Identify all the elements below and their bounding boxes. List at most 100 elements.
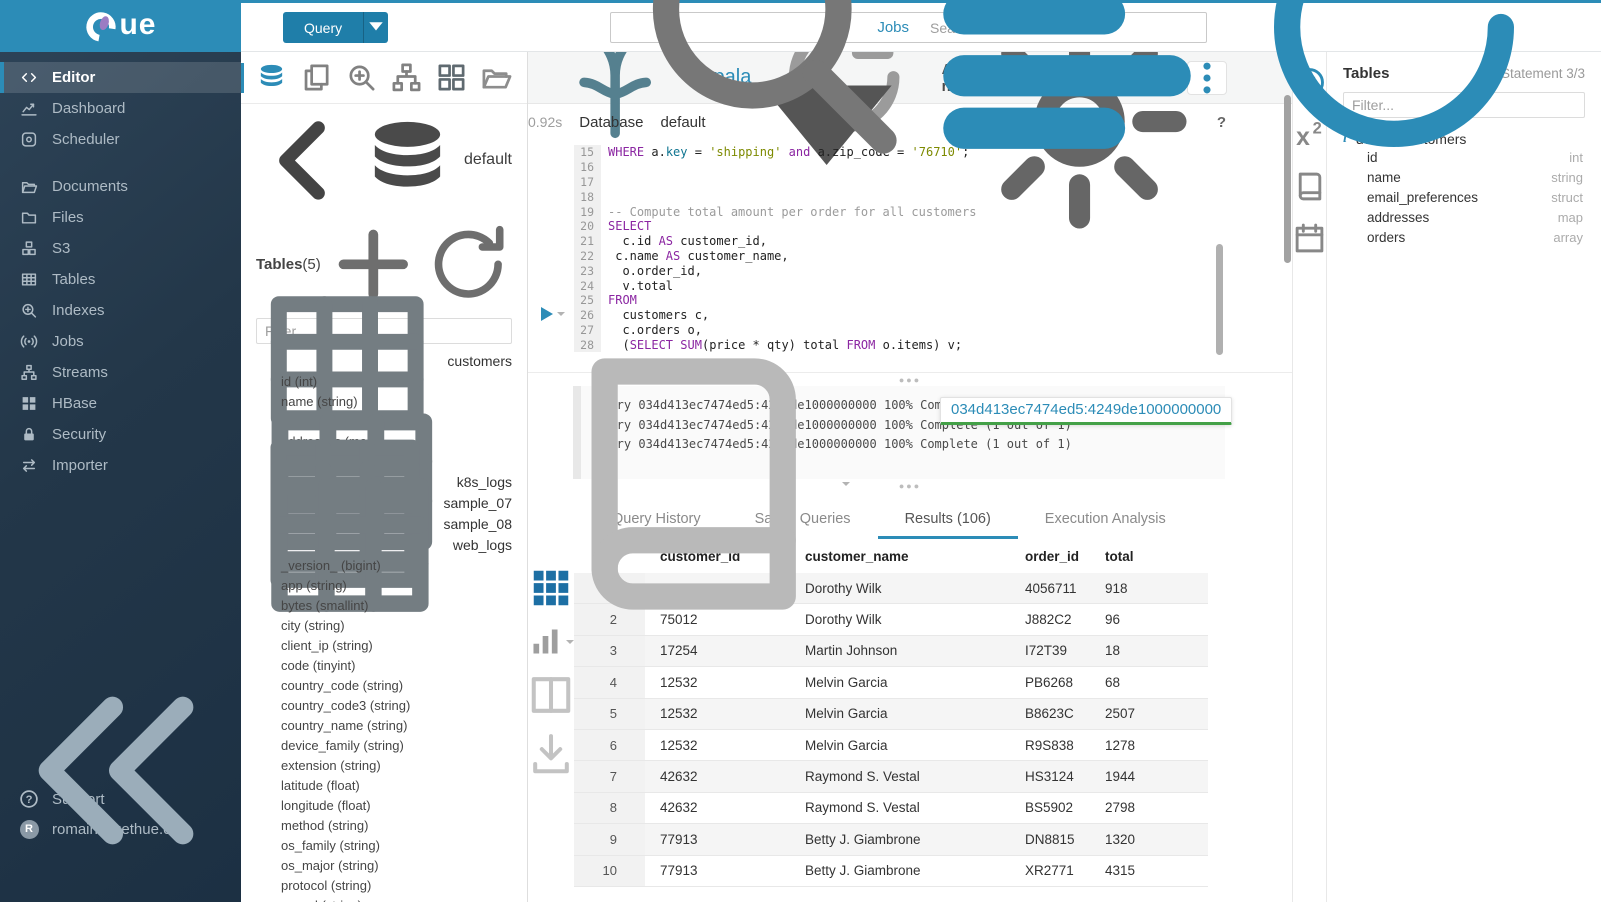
code-line[interactable]: 27 c.orders o, [574, 322, 1212, 338]
tree-column-item[interactable]: city (string) [281, 618, 345, 634]
code-line[interactable]: 24 v.total [574, 278, 1212, 293]
code-line[interactable]: 26 customers c, [574, 307, 1212, 323]
table-cell[interactable]: J882C2 [1025, 612, 1072, 628]
assist-column-row[interactable]: orders array [1343, 227, 1585, 247]
sitemap-assist-icon[interactable] [391, 62, 422, 93]
sidebar-item-dashboard[interactable]: Dashboard [0, 93, 241, 124]
tree-column-item[interactable]: code (tinyint) [281, 658, 356, 674]
tab-query-history[interactable]: Query History [612, 511, 701, 527]
download-icon[interactable] [528, 731, 574, 777]
tree-column-item[interactable]: os_major (string) [281, 858, 379, 874]
language-reference-icon[interactable] [1293, 170, 1326, 203]
tree-column-item[interactable]: app (string) [281, 578, 347, 594]
code-line[interactable]: 28 (SELECT SUM(price * qty) total FROM o… [574, 337, 1212, 353]
jobs-link[interactable]: Jobs [877, 0, 1217, 177]
assist-column-row[interactable]: addresses map [1343, 207, 1585, 227]
table-cell[interactable]: B8623C [1010, 698, 1090, 729]
table-row[interactable]: 9 77913 Betty J. Giambrone DN8815 1320 [574, 824, 1208, 856]
assist-column-row[interactable]: id int [1343, 147, 1585, 167]
table-cell[interactable]: HS3124 [1010, 761, 1090, 792]
table-cell[interactable]: Melvin Garcia [790, 698, 1010, 729]
table-cell[interactable]: Martin Johnson [790, 635, 1010, 667]
table-cell[interactable]: PB6268 [1025, 674, 1074, 690]
hue-logo[interactable]: ue [0, 0, 241, 52]
tab-results[interactable]: Results (106) [877, 511, 1018, 539]
table-cell[interactable]: 918 [1090, 573, 1208, 604]
editor-scrollbar[interactable] [1216, 244, 1223, 355]
tree-column-item[interactable]: client_ip (string) [281, 638, 373, 654]
table-cell[interactable]: 77913 [645, 824, 790, 855]
code-line[interactable]: 21 c.id AS customer_id, [574, 233, 1212, 249]
table-cell[interactable]: R9S838 [1025, 737, 1074, 753]
documents-assist-icon[interactable] [301, 62, 332, 93]
sidebar-item-streams[interactable]: Streams [0, 357, 241, 388]
sidebar-item-importer[interactable]: Importer [0, 450, 241, 481]
columns-view-icon[interactable] [528, 672, 574, 718]
code-line[interactable]: 19 -- Compute total amount per order for … [574, 204, 1212, 219]
tree-column-item[interactable]: latitude (float) [281, 778, 360, 794]
table-row[interactable]: 5 12532 Melvin Garcia B8623C 2507 [574, 698, 1208, 730]
history-button[interactable] [1244, 0, 1544, 177]
back-icon[interactable] [256, 113, 351, 208]
sidebar-item-documents[interactable]: Documents [0, 171, 241, 202]
new-query-button[interactable]: Query [283, 12, 389, 43]
tree-column-item[interactable]: record (string) [256, 896, 512, 902]
table-cell[interactable]: Raymond S. Vestal [790, 761, 1010, 792]
tree-column-item[interactable]: bytes (smallint) [281, 598, 369, 614]
table-row[interactable]: 7 42632 Raymond S. Vestal HS3124 1944 [574, 761, 1208, 793]
tree-column-item[interactable]: country_name (string) [281, 718, 408, 734]
table-cell[interactable]: 1944 [1090, 761, 1208, 792]
tab-execution-analysis[interactable]: Execution Analysis [1044, 511, 1166, 527]
database-assist-icon[interactable] [256, 62, 287, 93]
sidebar-item-security[interactable]: Security [0, 419, 241, 450]
sidebar-item-hbase[interactable]: HBase [0, 388, 241, 419]
sidebar-item-editor[interactable]: Editor [0, 62, 241, 93]
table-cell[interactable]: 96 [1105, 612, 1121, 628]
table-cell[interactable]: 42632 [660, 800, 698, 816]
schedule-icon[interactable] [1293, 222, 1326, 255]
table-cell[interactable]: XR2771 [1025, 863, 1074, 879]
tree-column-item[interactable]: protocol (string) [281, 878, 372, 894]
table-cell[interactable]: BS5902 [1025, 800, 1074, 816]
sidebar-item-indexes[interactable]: Indexes [0, 295, 241, 326]
sidebar-item-scheduler[interactable]: Scheduler [0, 124, 241, 155]
tree-column-item[interactable]: country_code (string) [281, 678, 404, 694]
query-id-tooltip[interactable]: 034d413ec7474ed5:4249de1000000000 [940, 397, 1233, 425]
code-line[interactable]: 16 [574, 159, 1212, 175]
tree-column-item[interactable]: os_family (string) [281, 838, 380, 854]
table-cell[interactable]: 1320 [1090, 824, 1208, 855]
table-cell[interactable]: I72T39 [1010, 635, 1090, 667]
table-cell[interactable]: Melvin Garcia [805, 674, 888, 690]
table-cell[interactable]: 68 [1105, 674, 1121, 690]
add-table-icon[interactable] [330, 221, 417, 308]
tree-column-item[interactable]: longitude (float) [281, 798, 371, 814]
code-line[interactable]: 15 WHERE a.key = 'shipping' and a.zip_cod… [574, 145, 1212, 160]
table-cell[interactable]: 75012 [660, 612, 698, 628]
table-cell[interactable]: Melvin Garcia [805, 737, 888, 753]
folder-icon[interactable] [481, 62, 512, 93]
tree-column-item[interactable]: method (string) [281, 818, 369, 834]
table-row[interactable]: 3 17254 Martin Johnson I72T39 18 [574, 635, 1208, 668]
table-cell[interactable]: 12532 [660, 737, 698, 753]
help-icon[interactable]: ? [1216, 113, 1226, 131]
code-line[interactable]: 22 c.name AS customer_name, [574, 248, 1212, 264]
assist-column-row[interactable]: name string [1343, 167, 1585, 187]
table-cell[interactable]: Dorothy Wilk [790, 573, 1010, 604]
table-cell[interactable]: 2798 [1105, 800, 1136, 816]
table-cell[interactable]: 18 [1090, 635, 1208, 667]
tree-table-item[interactable]: web_logs [256, 478, 512, 613]
table-cell[interactable]: 42632 [645, 761, 790, 792]
code-line[interactable]: 18 [574, 189, 1212, 205]
code-line[interactable]: 23 o.order_id, [574, 263, 1212, 279]
table-cell[interactable]: DN8815 [1010, 824, 1090, 855]
sql-editor[interactable]: 15 WHERE a.key = 'shipping' and a.zip_cod… [528, 140, 1292, 610]
database-name[interactable]: default [463, 151, 512, 169]
table-cell[interactable]: Raymond S. Vestal [805, 800, 920, 816]
sidebar-item-files[interactable]: Files [0, 202, 241, 233]
execute-button[interactable] [541, 307, 565, 321]
grid-view-icon[interactable] [528, 565, 574, 611]
table-cell[interactable]: 77913 [660, 863, 698, 879]
table-row[interactable]: 6 12532 Melvin Garcia R9S838 1278 [574, 729, 1208, 762]
table-cell[interactable]: 17254 [645, 635, 790, 667]
